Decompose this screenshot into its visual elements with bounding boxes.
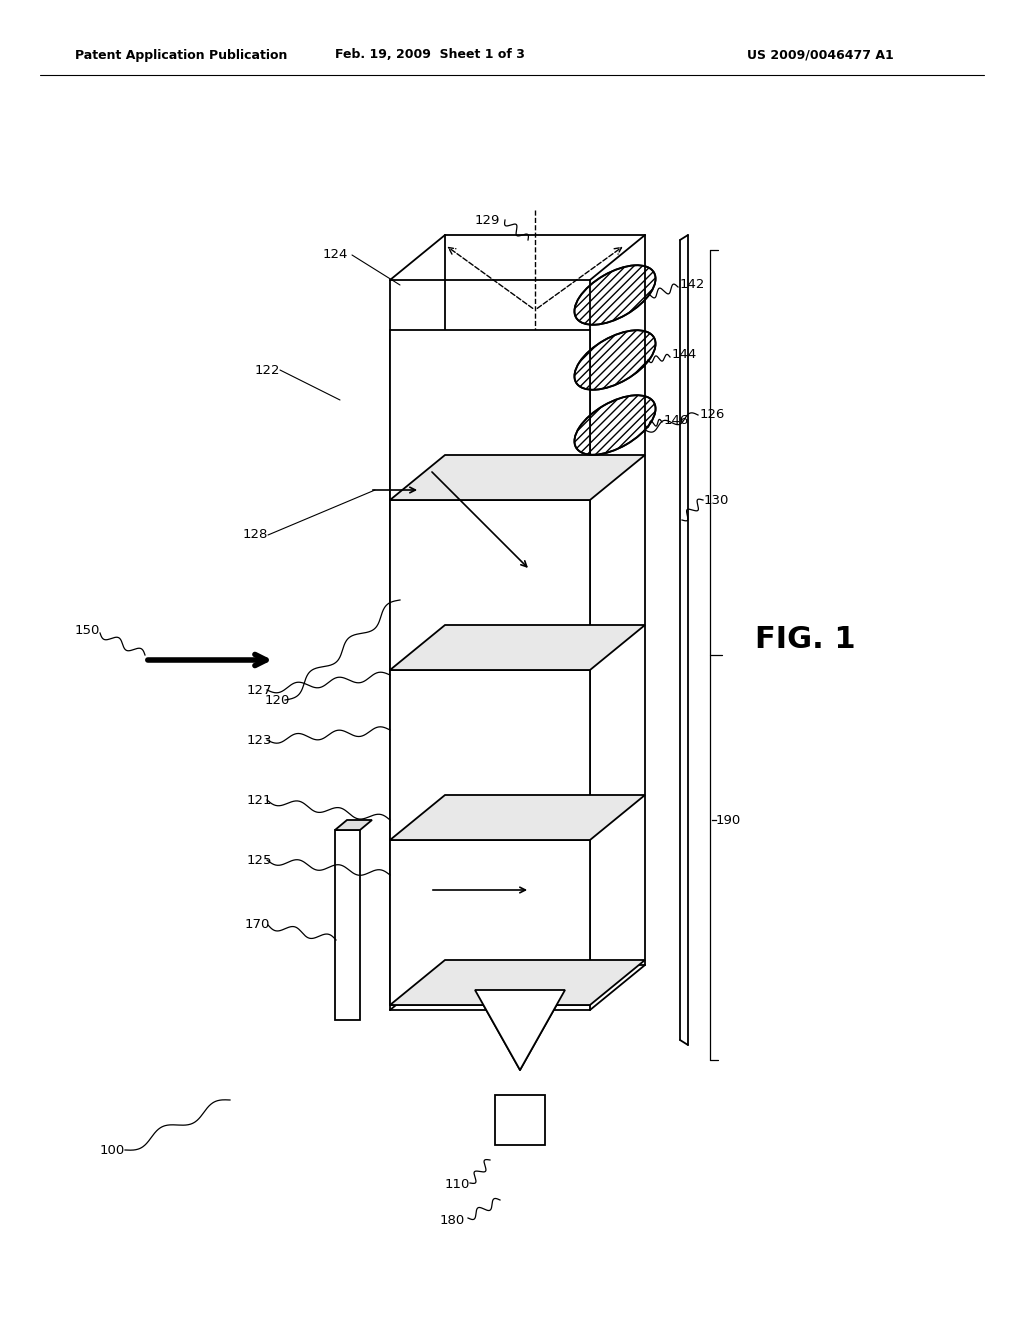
Text: 121: 121 <box>247 793 272 807</box>
Bar <box>495 1096 545 1144</box>
Polygon shape <box>390 624 645 671</box>
Text: 130: 130 <box>705 494 729 507</box>
Polygon shape <box>390 455 645 500</box>
Polygon shape <box>390 330 590 500</box>
Text: 123: 123 <box>247 734 272 747</box>
Text: 120: 120 <box>264 693 290 706</box>
Text: US 2009/0046477 A1: US 2009/0046477 A1 <box>746 49 893 62</box>
Polygon shape <box>335 830 360 1020</box>
Polygon shape <box>390 795 645 840</box>
Text: 146: 146 <box>664 413 689 426</box>
Polygon shape <box>390 840 590 1005</box>
Text: 122: 122 <box>255 363 280 376</box>
Text: 125: 125 <box>247 854 272 866</box>
Text: FIG. 1: FIG. 1 <box>755 626 856 655</box>
Polygon shape <box>335 820 372 830</box>
Text: 127: 127 <box>247 684 272 697</box>
Polygon shape <box>475 990 565 1071</box>
Text: 180: 180 <box>439 1213 465 1226</box>
Text: 126: 126 <box>700 408 725 421</box>
Text: 110: 110 <box>445 1179 470 1192</box>
Polygon shape <box>390 500 590 671</box>
Text: 100: 100 <box>100 1143 125 1156</box>
Text: 150: 150 <box>75 623 100 636</box>
Text: 129: 129 <box>475 214 500 227</box>
Text: 190: 190 <box>716 813 741 826</box>
Text: Feb. 19, 2009  Sheet 1 of 3: Feb. 19, 2009 Sheet 1 of 3 <box>335 49 525 62</box>
Text: 144: 144 <box>672 348 697 362</box>
Polygon shape <box>390 960 645 1005</box>
Polygon shape <box>390 671 590 840</box>
Text: 124: 124 <box>323 248 348 261</box>
Text: Patent Application Publication: Patent Application Publication <box>75 49 288 62</box>
Text: 170: 170 <box>245 919 270 932</box>
Text: 142: 142 <box>680 279 706 292</box>
Text: 128: 128 <box>243 528 268 541</box>
